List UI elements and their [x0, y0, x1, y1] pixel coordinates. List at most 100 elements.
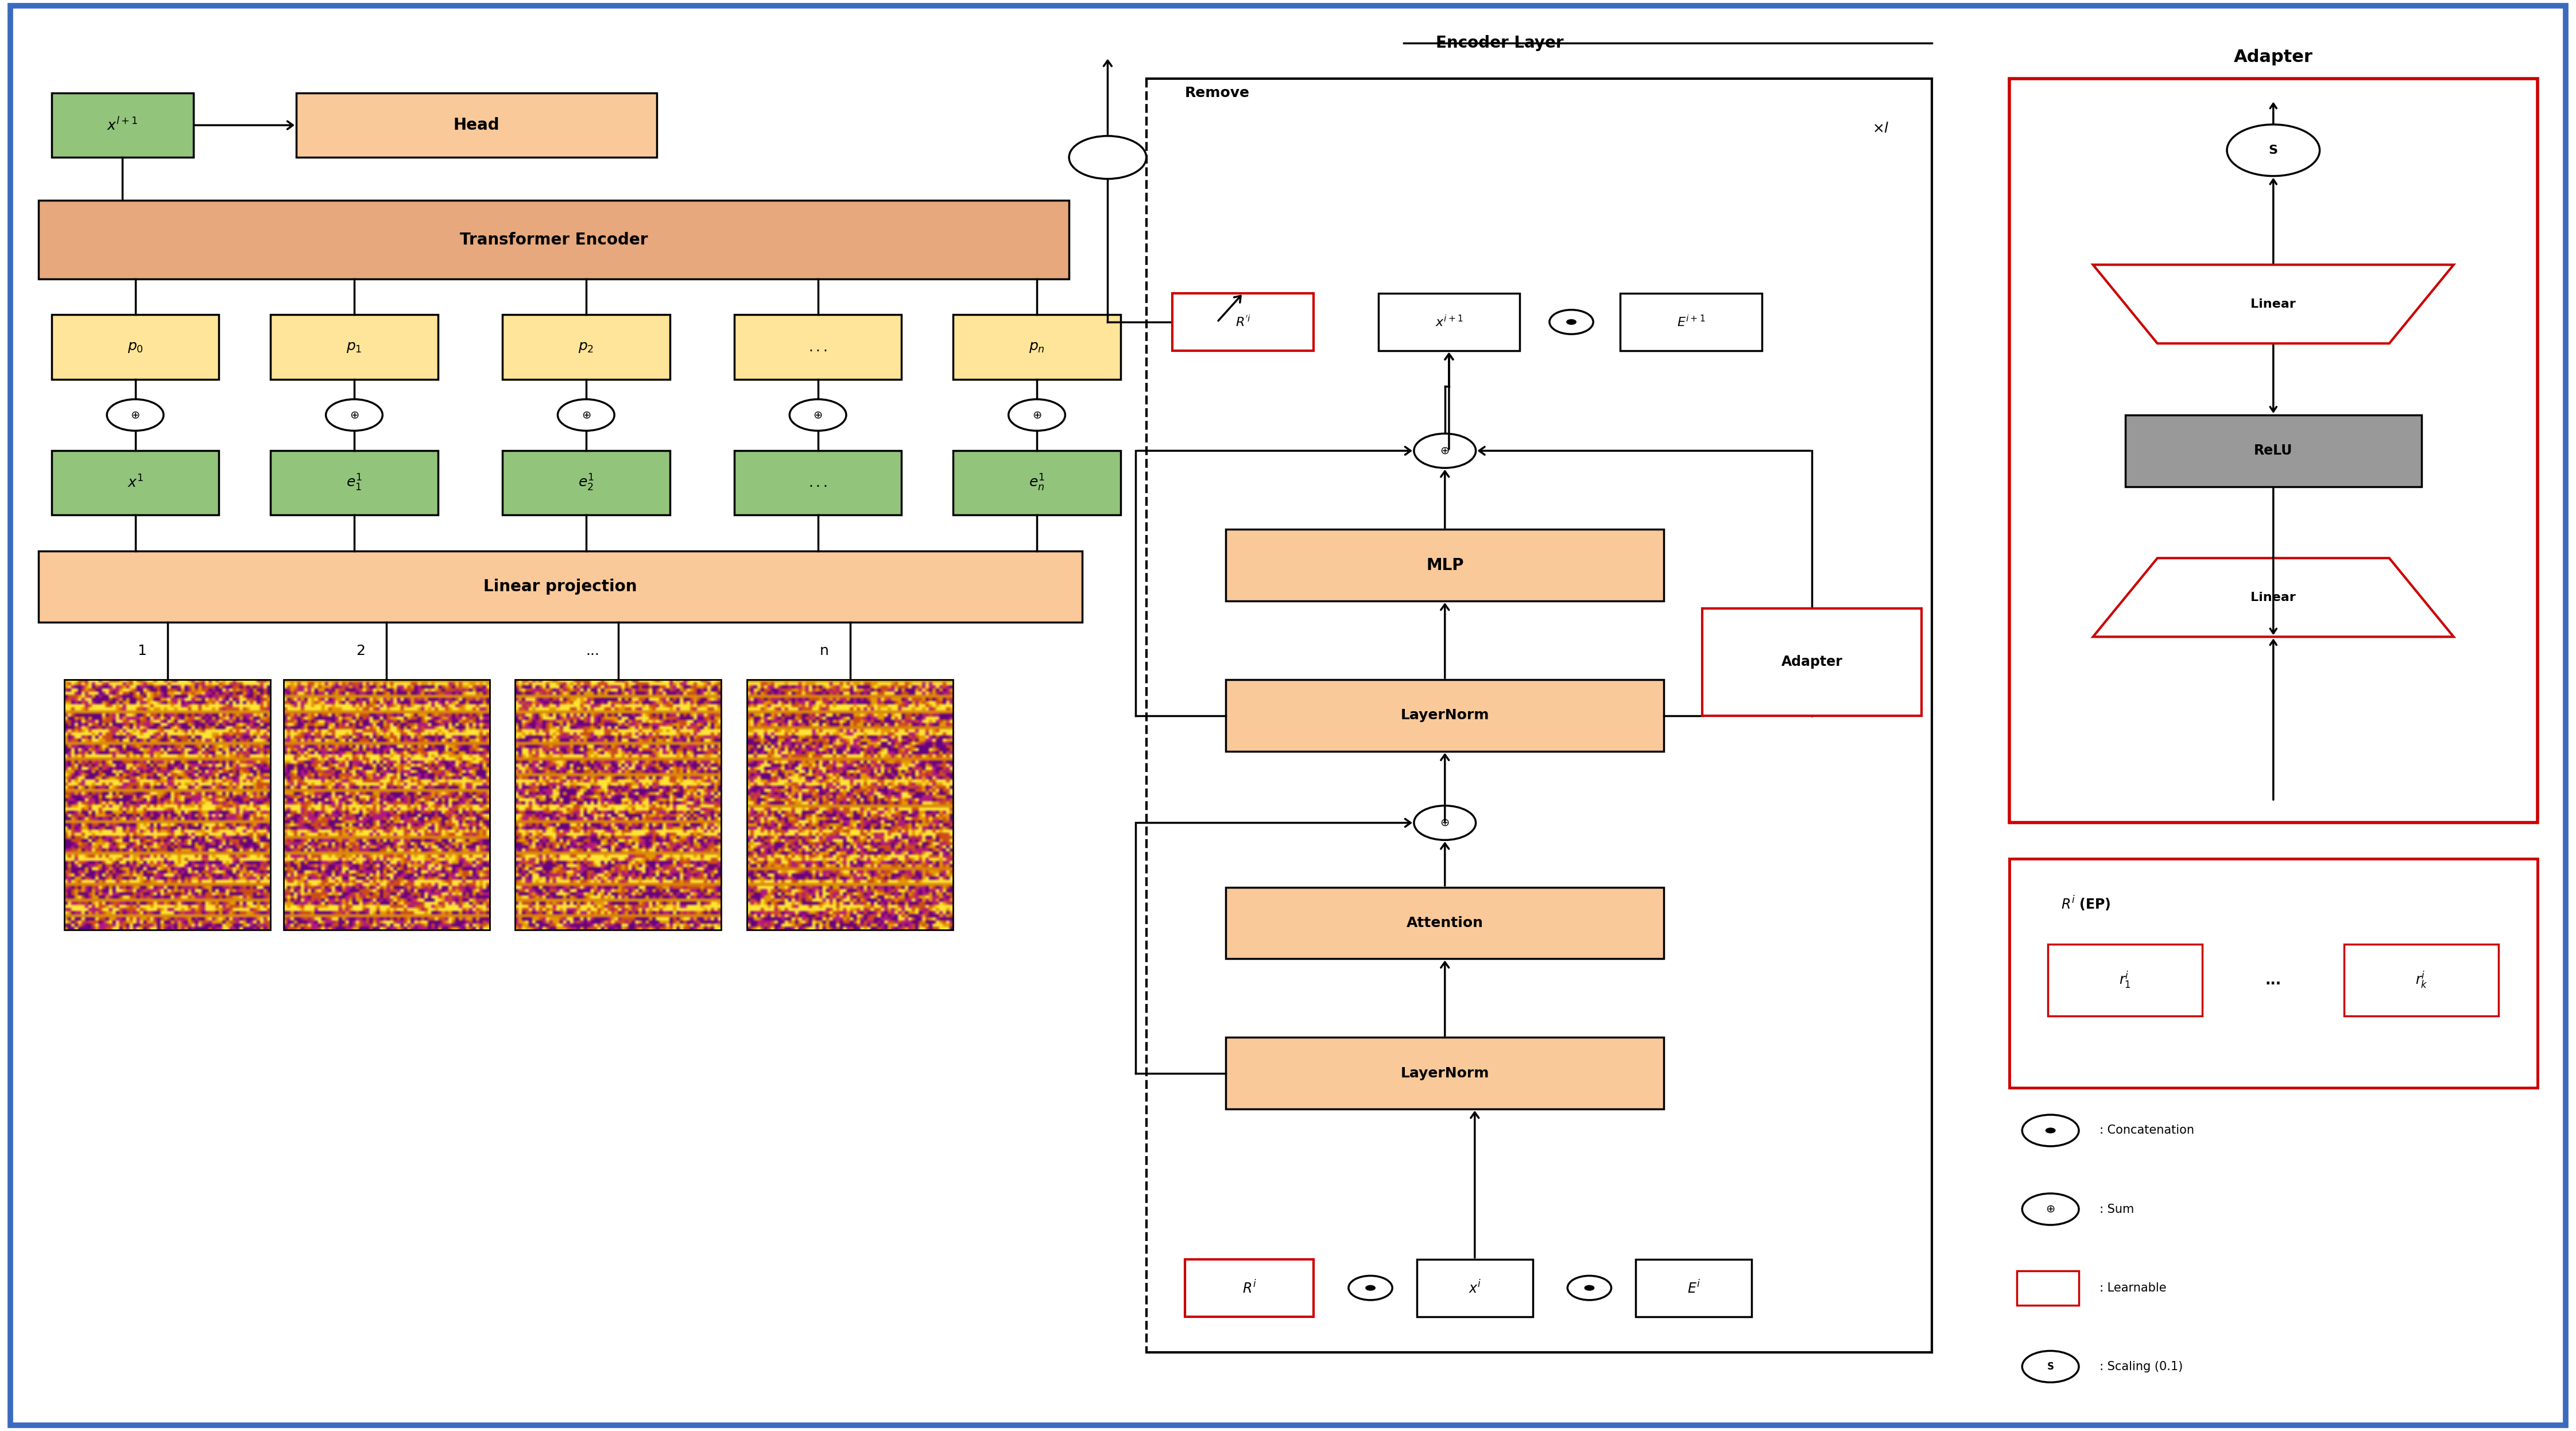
- Text: ...: ...: [585, 644, 600, 658]
- Text: $\oplus$: $\oplus$: [814, 409, 822, 421]
- Bar: [64, 680, 270, 930]
- Text: 1: 1: [137, 644, 147, 658]
- Text: : Learnable: : Learnable: [2099, 1282, 2166, 1294]
- Text: $r_1^i$: $r_1^i$: [2120, 970, 2130, 990]
- Bar: [296, 93, 657, 157]
- Text: $\oplus$: $\oplus$: [131, 409, 139, 421]
- Bar: [2009, 859, 2537, 1088]
- Text: Transformer Encoder: Transformer Encoder: [461, 232, 647, 248]
- Bar: [52, 451, 219, 515]
- Text: $e_n^1$: $e_n^1$: [1028, 474, 1046, 492]
- Bar: [2344, 944, 2499, 1016]
- Text: $\oplus$: $\oplus$: [1440, 817, 1450, 829]
- Text: $p_1$: $p_1$: [345, 341, 363, 353]
- Circle shape: [2045, 1128, 2056, 1133]
- Text: n: n: [819, 644, 829, 658]
- Text: $p_n$: $p_n$: [1028, 341, 1046, 353]
- Polygon shape: [2092, 265, 2452, 343]
- Text: S: S: [2269, 145, 2277, 156]
- Bar: [502, 315, 670, 379]
- Text: ...: ...: [2264, 973, 2282, 987]
- Text: S: S: [2048, 1361, 2053, 1372]
- Text: : Sum: : Sum: [2099, 1203, 2133, 1215]
- Text: Adapter: Adapter: [2233, 49, 2313, 66]
- Text: $\oplus$: $\oplus$: [350, 409, 358, 421]
- Text: Head: Head: [453, 117, 500, 133]
- Bar: [515, 680, 721, 930]
- Bar: [1226, 887, 1664, 959]
- Bar: [953, 315, 1121, 379]
- Bar: [1226, 680, 1664, 751]
- Bar: [1417, 1259, 1533, 1317]
- Bar: [734, 451, 902, 515]
- Text: $x^{i+1}$: $x^{i+1}$: [1435, 315, 1463, 329]
- Text: $\times l$: $\times l$: [1873, 122, 1888, 136]
- Text: Encoder Layer: Encoder Layer: [1435, 34, 1564, 52]
- Circle shape: [108, 399, 165, 431]
- Text: Adapter: Adapter: [1780, 655, 1842, 668]
- Circle shape: [325, 399, 381, 431]
- Text: Linear: Linear: [2251, 591, 2295, 604]
- Circle shape: [1414, 806, 1476, 840]
- Circle shape: [2226, 124, 2318, 176]
- Circle shape: [1069, 136, 1146, 179]
- Text: $e_2^1$: $e_2^1$: [577, 474, 595, 492]
- Bar: [1185, 1259, 1314, 1317]
- Text: Linear: Linear: [2251, 298, 2295, 311]
- Circle shape: [2022, 1115, 2079, 1146]
- Text: $R^i$: $R^i$: [1242, 1279, 1257, 1296]
- Text: $...$: $...$: [809, 477, 827, 489]
- Bar: [270, 451, 438, 515]
- Bar: [1172, 293, 1314, 351]
- Circle shape: [1010, 399, 1066, 431]
- Bar: [953, 451, 1121, 515]
- Text: Remove: Remove: [1185, 86, 1249, 100]
- Bar: [1703, 608, 1922, 716]
- Text: $e_1^1$: $e_1^1$: [345, 474, 363, 492]
- Circle shape: [1584, 1285, 1595, 1291]
- Text: $\oplus$: $\oplus$: [582, 409, 590, 421]
- Circle shape: [556, 399, 616, 431]
- Bar: [52, 93, 193, 157]
- Bar: [270, 315, 438, 379]
- Text: $x^{l+1}$: $x^{l+1}$: [106, 117, 139, 133]
- Bar: [1636, 1259, 1752, 1317]
- Circle shape: [1566, 319, 1577, 325]
- Circle shape: [1350, 1276, 1394, 1299]
- Text: $\oplus$: $\oplus$: [2045, 1203, 2056, 1215]
- Text: Attention: Attention: [1406, 916, 1484, 930]
- Text: $x^1$: $x^1$: [126, 475, 144, 491]
- Text: MLP: MLP: [1427, 557, 1463, 574]
- Polygon shape: [2092, 558, 2452, 637]
- Bar: [2125, 415, 2421, 487]
- Circle shape: [1548, 311, 1592, 335]
- Text: $\oplus$: $\oplus$: [1440, 445, 1450, 456]
- Bar: [283, 680, 489, 930]
- Text: LayerNorm: LayerNorm: [1401, 1066, 1489, 1080]
- Text: Linear projection: Linear projection: [484, 578, 636, 595]
- Circle shape: [1365, 1285, 1376, 1291]
- Bar: [2048, 944, 2202, 1016]
- Text: : Concatenation: : Concatenation: [2099, 1125, 2195, 1136]
- Bar: [1226, 529, 1664, 601]
- Circle shape: [788, 399, 845, 431]
- Text: $r_k^i$: $r_k^i$: [2416, 970, 2427, 990]
- Bar: [734, 315, 902, 379]
- Text: $R^i$ (EP): $R^i$ (EP): [2061, 894, 2110, 913]
- Bar: [39, 551, 1082, 622]
- Text: $R^{'i}$: $R^{'i}$: [1236, 315, 1249, 329]
- Bar: [2017, 1271, 2079, 1305]
- Text: $...$: $...$: [809, 341, 827, 353]
- Circle shape: [1566, 1276, 1613, 1299]
- Bar: [1378, 293, 1520, 351]
- Bar: [2009, 79, 2537, 823]
- Text: 2: 2: [355, 644, 366, 658]
- Circle shape: [1414, 434, 1476, 468]
- Text: $p_2$: $p_2$: [577, 341, 595, 353]
- Bar: [1226, 1037, 1664, 1109]
- Text: : Scaling (0.1): : Scaling (0.1): [2099, 1361, 2182, 1372]
- Text: $\oplus$: $\oplus$: [1033, 409, 1041, 421]
- Text: $E^{i+1}$: $E^{i+1}$: [1677, 315, 1705, 329]
- Bar: [1620, 293, 1762, 351]
- Text: $p_0$: $p_0$: [126, 341, 144, 353]
